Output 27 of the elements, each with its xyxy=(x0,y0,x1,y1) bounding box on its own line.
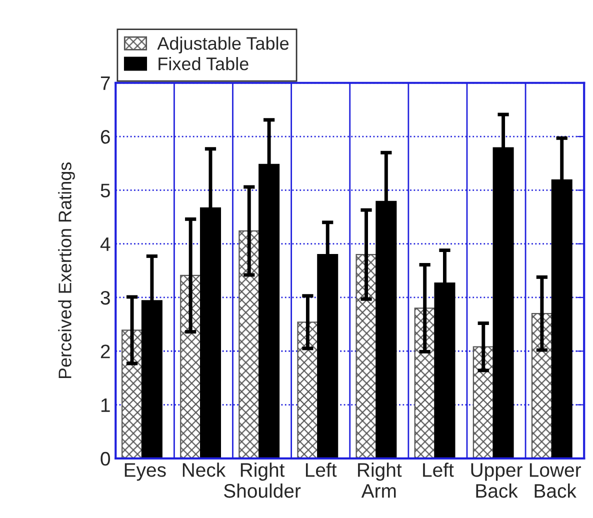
bar xyxy=(356,254,377,458)
y-tick-label: 0 xyxy=(100,452,110,466)
bar xyxy=(238,230,260,458)
legend-label: Fixed Table xyxy=(158,57,248,70)
bar xyxy=(297,322,318,458)
bar xyxy=(414,308,436,458)
y-tick-label: 5 xyxy=(100,184,110,198)
bar xyxy=(472,346,494,458)
x-tick-label: Neck xyxy=(182,462,226,477)
x-tick-label: Eyes xyxy=(124,463,166,481)
y-tick-label: 6 xyxy=(100,130,110,144)
y-tick-label: 7 xyxy=(100,76,110,90)
y-tick-label: 1 xyxy=(101,398,110,412)
x-tick-label: Right Shoulder xyxy=(224,462,301,498)
y-tick-label: 2 xyxy=(100,344,110,358)
y-axis-title: Perceived Exertion Ratings xyxy=(58,162,75,378)
x-tick-label: Left xyxy=(423,462,454,477)
y-tick-label: 4 xyxy=(100,238,110,251)
bar xyxy=(531,313,552,458)
y-tick-label: 3 xyxy=(100,290,110,305)
x-tick-label: Upper Back xyxy=(471,463,522,498)
x-tick-label: Lower Back xyxy=(530,463,581,498)
x-tick-label: Left xyxy=(306,462,337,477)
bar xyxy=(122,330,143,458)
legend-label: Adjustable Table xyxy=(157,36,289,54)
bar xyxy=(180,274,202,458)
x-tick-label: Right Arm xyxy=(358,462,402,498)
